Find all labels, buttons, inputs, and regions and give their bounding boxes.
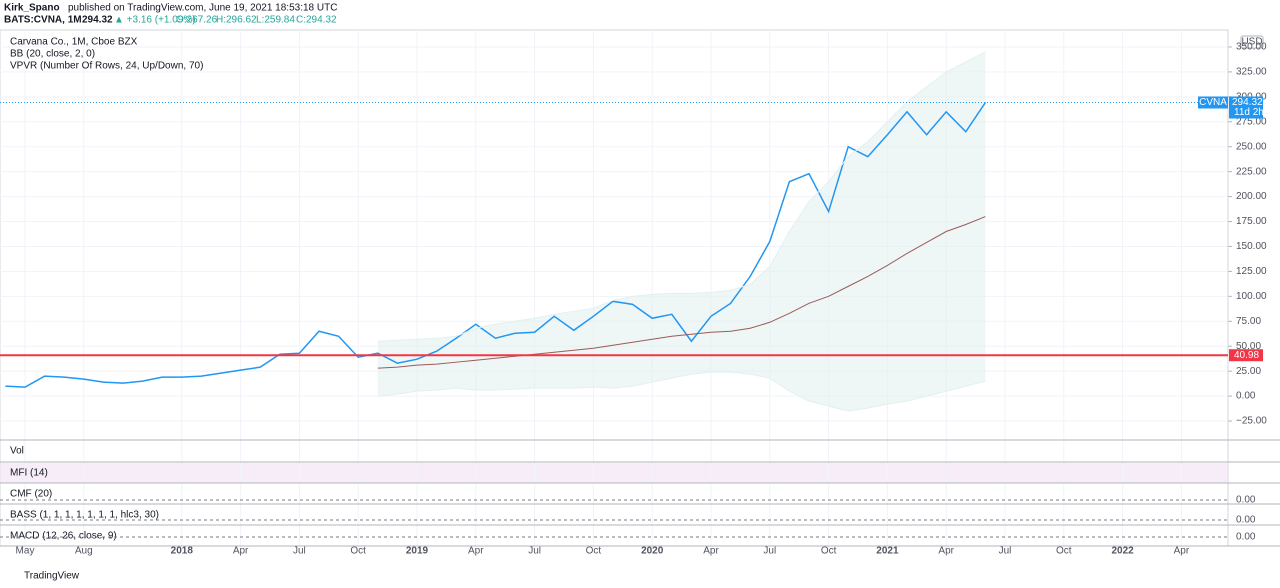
pane-label: MFI (14) (10, 468, 48, 479)
x-tick-label: Oct (821, 546, 837, 557)
y-tick-label: 50.00 (1236, 341, 1261, 352)
y-tick-label: 75.00 (1236, 316, 1261, 327)
x-tick-label: 2020 (641, 546, 664, 557)
symbol: BATS:CVNA, 1M (4, 15, 82, 26)
bb-band-fill (377, 51, 986, 412)
x-tick-label: Oct (586, 546, 602, 557)
y-tick-label: 225.00 (1236, 166, 1267, 177)
price-tag-label: 40.98 (1234, 350, 1259, 361)
y-tick-label: 0.00 (1236, 391, 1256, 402)
x-tick-label: Jul (528, 546, 541, 557)
x-tick-label: 2019 (406, 546, 429, 557)
countdown-label: 11d 2h (1234, 107, 1264, 118)
y-tick-label: 250.00 (1236, 141, 1267, 152)
y-tick-label: 200.00 (1236, 191, 1267, 202)
x-tick-label: Apr (703, 546, 719, 557)
published: published on TradingView.com, June 19, 2… (68, 3, 337, 14)
x-tick-label: Apr (468, 546, 484, 557)
x-tick-label: 2022 (1111, 546, 1134, 557)
x-tick-label: Apr (938, 546, 954, 557)
legend-vpvr: VPVR (Number Of Rows, 24, Up/Down, 70) (10, 61, 203, 72)
last-price: 294.32 (82, 15, 113, 26)
price-tag (1229, 349, 1263, 362)
price-tag-label: 294.32 (1232, 97, 1263, 108)
y-tick-label: 25.00 (1236, 366, 1261, 377)
y-tick-label: 150.00 (1236, 241, 1267, 252)
pane-tick-label: 0.00 (1236, 515, 1256, 526)
x-tick-label: Oct (1056, 546, 1072, 557)
x-tick-label: Aug (75, 546, 93, 557)
symbol-tag-label: CVNA (1199, 97, 1227, 108)
symbol-tag (1198, 96, 1228, 109)
x-tick-label: Jul (763, 546, 776, 557)
author: Kirk_Spano (4, 3, 60, 14)
series-line (377, 216, 986, 369)
y-tick-label: 100.00 (1236, 291, 1267, 302)
currency-box (1240, 35, 1264, 49)
legend-title: Carvana Co., 1M, Cboe BZX (10, 37, 138, 48)
y-tick-label: 325.00 (1236, 67, 1267, 78)
currency: USD (1241, 37, 1262, 48)
pane-label: MACD (12, 26, close, 9) (10, 531, 117, 542)
x-tick-label: May (16, 546, 35, 557)
y-tick-label: 275.00 (1236, 116, 1267, 127)
x-tick-label: Jul (999, 546, 1012, 557)
pane-label: Vol (10, 446, 24, 457)
footer: TradingView (24, 571, 80, 582)
pane-label: CMF (20) (10, 489, 52, 500)
x-tick-label: Apr (1174, 546, 1190, 557)
x-tick-label: 2021 (876, 546, 899, 557)
legend-bb: BB (20, close, 2, 0) (10, 49, 95, 60)
low: L:259.84 (256, 15, 295, 26)
change: ▲ +3.16 (+1.09%) (114, 15, 196, 26)
mfi-band (0, 463, 1228, 483)
pane-label: BASS (1, 1, 1, 1, 1, 1, 1, hlc3, 30) (10, 510, 159, 521)
x-tick-label: Jul (293, 546, 306, 557)
y-tick-label: −25.00 (1236, 416, 1267, 427)
x-tick-label: Apr (233, 546, 249, 557)
x-tick-label: 2018 (171, 546, 194, 557)
y-tick-label: 125.00 (1236, 266, 1267, 277)
high: H:296.62 (216, 15, 257, 26)
series-line (377, 51, 986, 342)
pane-tick-label: 0.00 (1236, 532, 1256, 543)
series-line (5, 102, 987, 388)
x-tick-label: Oct (350, 546, 366, 557)
open: O:267.26 (176, 15, 218, 26)
pane-tick-label: 0.00 (1236, 495, 1256, 506)
close: C:294.32 (296, 15, 337, 26)
y-tick-label: 350.00 (1236, 42, 1267, 53)
series-line (377, 371, 986, 412)
price-tag (1229, 96, 1263, 119)
y-tick-label: 175.00 (1236, 216, 1267, 227)
